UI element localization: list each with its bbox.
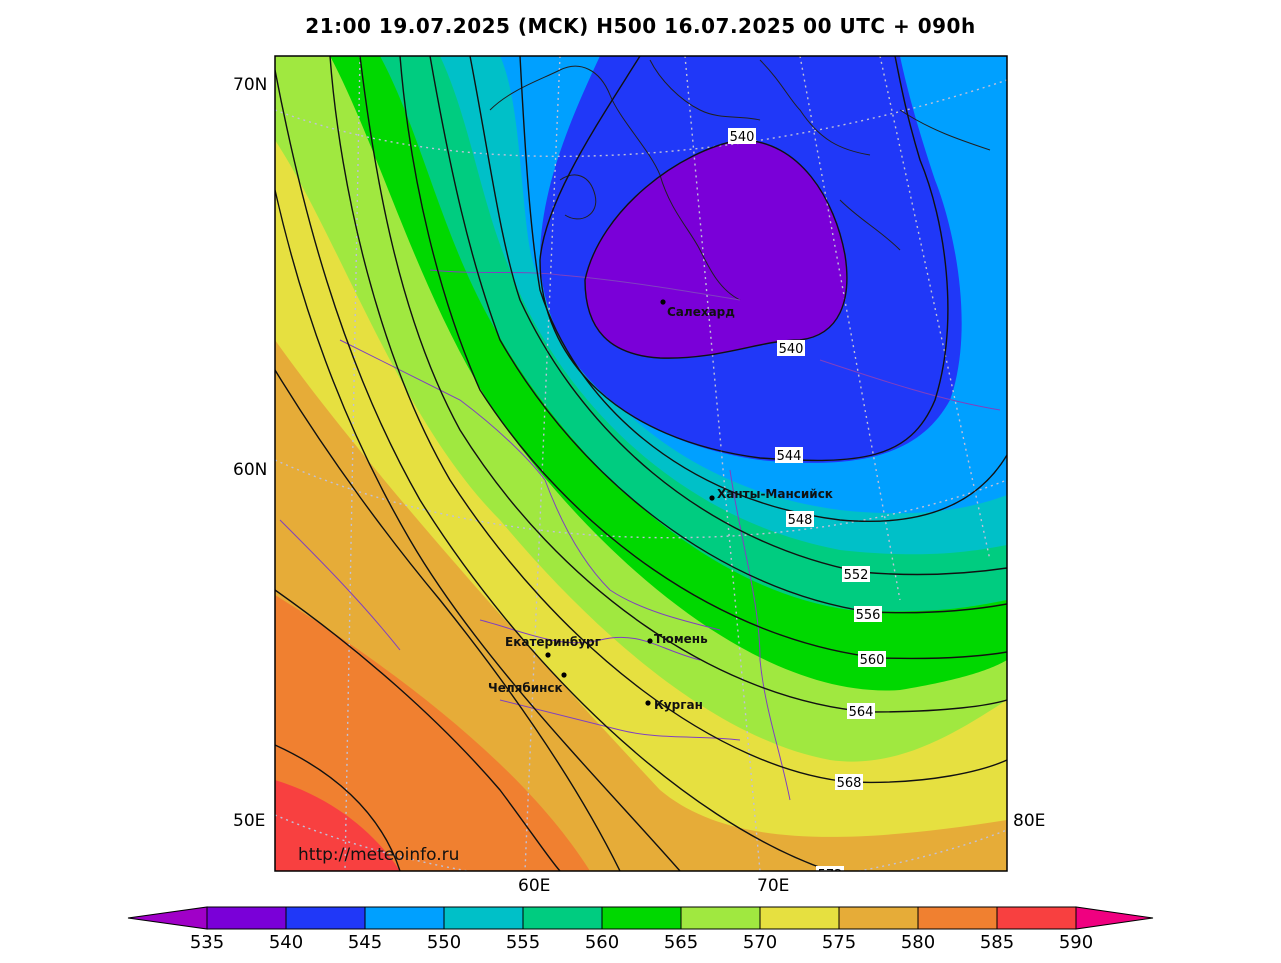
lon-label-80e: 80E [1013,811,1046,831]
contour-label: 548 [788,513,813,528]
city-label-ekb: Екатеринбург [505,635,601,649]
colorbar-tick-label: 570 [743,932,777,953]
coastline [489,59,991,301]
colorbar-swatch [285,906,366,930]
band-535-540 [585,140,847,359]
lat-label-60n: 60N [233,460,268,480]
city-dot-chelyabinsk [561,672,567,678]
contour-label: 564 [849,705,874,720]
contour-576 [275,189,681,871]
colorbar-tick-label: 540 [269,932,303,953]
city-dot-tyumen [647,638,653,644]
contour-label: 540 [730,130,755,145]
colorbar-swatch [206,906,287,930]
colorbar-swatch [364,906,445,930]
city-dot-ekb [545,652,551,658]
colorbar-swatch [759,906,840,930]
colorbar-arrow-low [127,906,208,930]
colorbar-tick-label: 535 [190,932,224,953]
contour-label: 540 [779,342,804,357]
contour-548 [519,56,1007,523]
colorbar-tick-label: 585 [980,932,1014,953]
lon-label-50e: 50E [233,811,266,831]
colorbar-swatch [996,906,1077,930]
colorbar: 535 540 545 550 555 560 565 570 575 580 585 590 [127,906,1154,953]
colorbar-tick-label: 560 [585,932,619,953]
colorbar-tick-label: 555 [506,932,540,953]
contour-544 [539,56,949,462]
city-label-chelyabinsk: Челябинск [488,681,563,695]
colorbar-swatch [680,906,761,930]
contour-label: 572 [818,868,843,883]
contour-580 [275,369,621,871]
city-dot-salekhard [660,299,666,305]
colorbar-swatch [838,906,919,930]
city-label-kurgan: Курган [654,698,703,712]
map-frame [274,55,1008,872]
city-label-tyumen: Тюмень [654,632,708,646]
city-dot-kurgan [645,700,651,706]
colorbar-swatch [522,906,603,930]
contour-564 [359,56,1007,713]
contour-label: 560 [860,653,885,668]
contour-labels: 540 540 544 548 552 556 560 564 568 572 [728,128,886,883]
contour-label: 544 [777,449,802,464]
chart-title: 21:00 19.07.2025 (MCK) H500 16.07.2025 0… [305,14,976,38]
lon-label-70e: 70E [757,876,790,896]
colorbar-swatch [443,906,524,930]
contour-560 [399,56,1007,660]
contour-556 [429,56,1007,614]
colorbar-tick-label: 580 [901,932,935,953]
height-contours [275,56,1007,871]
colorbar-swatch [917,906,998,930]
contour-568 [329,56,1007,784]
contour-588 [275,744,401,871]
lon-label-60e: 60E [518,876,551,896]
city-dot-khanty [709,495,715,501]
lat-label-70n: 70N [233,75,268,95]
height-field: 540 540 544 548 552 556 560 564 568 572 … [275,56,1007,883]
colorbar-tick-label: 545 [348,932,382,953]
colorbar-arrow-high [1075,906,1154,930]
contour-label: 552 [844,568,869,583]
contour-552 [469,56,1007,576]
contour-540 [584,139,848,359]
colorbar-tick-label: 590 [1059,932,1093,953]
source-credit: http://meteoinfo.ru [298,845,460,865]
colorbar-tick-label: 550 [427,932,461,953]
colorbar-swatch [601,906,682,930]
contour-label: 568 [837,776,862,791]
city-label-salekhard: Салехард [667,305,735,319]
colorbar-tick-label: 565 [664,932,698,953]
cities: Салехард Ханты-Мансийск Екатеринбург Тюм… [488,299,833,712]
contour-572 [275,69,831,871]
colorbar-tick-label: 575 [822,932,856,953]
contour-584 [275,589,561,871]
contour-label: 556 [856,608,881,623]
city-label-khanty: Ханты-Мансийск [717,487,833,501]
